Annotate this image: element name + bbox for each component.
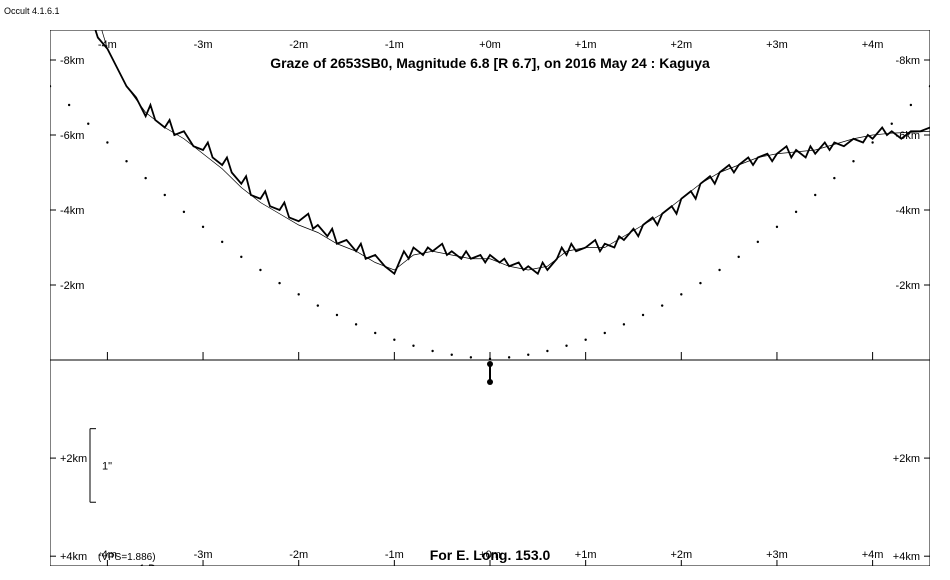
svg-text:-3m: -3m [194, 39, 213, 51]
svg-text:+1m: +1m [575, 39, 597, 51]
svg-text:+4m: +4m [862, 39, 884, 51]
svg-text:(VPS=1.886): (VPS=1.886) [98, 552, 156, 563]
svg-text:-2m: -2m [289, 39, 308, 51]
svg-text:+3m: +3m [766, 39, 788, 51]
chart-svg: -4m-4m-3m-3m-2m-2m-1m-1m+0m+0m+1m+1m+2m+… [50, 30, 930, 566]
svg-text:+2km: +2km [60, 453, 87, 465]
svg-text:1 Deg.: 1 Deg. [139, 563, 171, 566]
svg-text:-8km: -8km [60, 55, 84, 67]
svg-text:Graze of 2653SB0, Magnitude: Graze of 2653SB0, Magnitude 6.8 [R 6.7],… [270, 55, 710, 71]
svg-text:+3m: +3m [766, 549, 788, 561]
svg-text:+2km: +2km [893, 453, 920, 465]
version-label: Occult 4.1.6.1 [4, 6, 60, 16]
svg-text:-6km: -6km [60, 130, 84, 142]
svg-text:-1m: -1m [385, 39, 404, 51]
svg-text:1": 1" [102, 460, 112, 472]
svg-text:+2m: +2m [670, 549, 692, 561]
graze-chart: -4m-4m-3m-3m-2m-2m-1m-1m+0m+0m+1m+1m+2m+… [50, 30, 930, 566]
svg-text:For E. Long. 153.0: For E. Long. 153.0 [430, 547, 551, 563]
svg-text:+1m: +1m [575, 549, 597, 561]
svg-text:+4m: +4m [862, 549, 884, 561]
svg-text:+4km: +4km [893, 551, 920, 563]
svg-text:+4km: +4km [60, 551, 87, 563]
svg-text:-2m: -2m [289, 549, 308, 561]
svg-text:-1m: -1m [385, 549, 404, 561]
svg-text:-2km: -2km [60, 280, 84, 292]
svg-text:-4km: -4km [896, 205, 920, 217]
svg-text:-8km: -8km [896, 55, 920, 67]
svg-text:+0m: +0m [479, 39, 501, 51]
svg-text:+2m: +2m [670, 39, 692, 51]
svg-text:-2km: -2km [896, 280, 920, 292]
svg-text:-3m: -3m [194, 549, 213, 561]
svg-text:-4km: -4km [60, 205, 84, 217]
